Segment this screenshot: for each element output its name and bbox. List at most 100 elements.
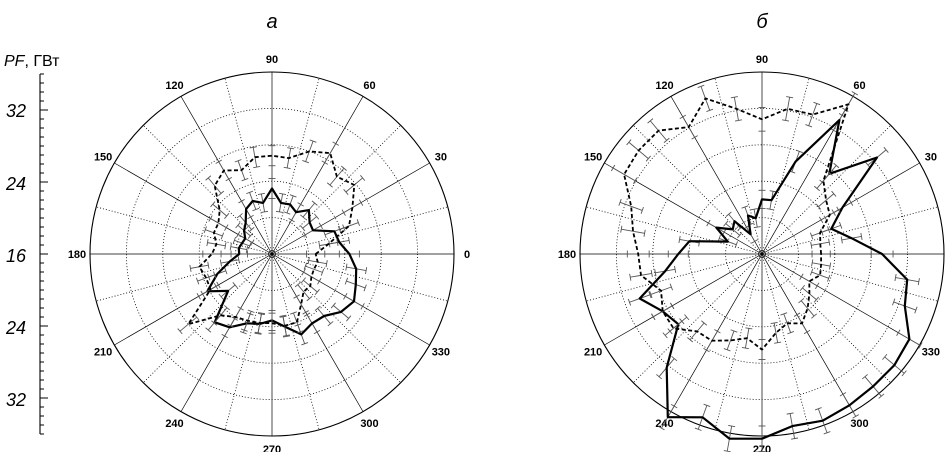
error-bar-cap xyxy=(300,277,306,284)
grid-spoke xyxy=(271,253,320,430)
error-bar-cap xyxy=(240,328,248,332)
error-bar-cap xyxy=(774,341,782,344)
panel-title-a: а xyxy=(266,11,277,33)
svg-text:PF, ГВт: PF, ГВт xyxy=(4,53,60,70)
error-bar-cap xyxy=(839,392,847,397)
error-bar xyxy=(293,312,301,332)
error-bar-cap xyxy=(650,269,653,277)
angle-spoke xyxy=(114,253,273,346)
error-bar xyxy=(212,203,227,217)
error-bar xyxy=(179,316,198,332)
error-bar-cap xyxy=(678,235,681,243)
error-bar-cap xyxy=(336,238,339,246)
error-bar-cap xyxy=(818,216,824,224)
error-bar-cap xyxy=(805,124,813,128)
error-bar-cap xyxy=(356,219,360,227)
error-bar-cap xyxy=(232,282,238,288)
error-bar-cap xyxy=(770,321,778,325)
error-bar-cap xyxy=(302,310,309,315)
error-bar-cap xyxy=(618,198,622,206)
error-bar-cap xyxy=(283,166,291,170)
error-bar-cap xyxy=(249,146,257,149)
error-bar-cap xyxy=(861,374,868,380)
error-bar-cap xyxy=(815,282,820,290)
error-bar-cap xyxy=(365,267,368,275)
error-bar xyxy=(773,322,779,343)
error-bar-cap xyxy=(878,393,885,399)
error-bar-cap xyxy=(706,219,711,227)
error-bar-cap xyxy=(647,118,654,124)
error-bar-cap xyxy=(346,315,352,322)
error-bar-cap xyxy=(321,160,329,165)
error-bar-cap xyxy=(314,213,320,220)
y-tick-label-24-top: 24 xyxy=(5,174,26,194)
error-bar-cap xyxy=(205,327,212,333)
error-bar-cap xyxy=(813,296,819,303)
error-bar-cap xyxy=(860,232,863,240)
error-bar-cap xyxy=(220,232,225,240)
angle-label-150: 150 xyxy=(94,152,112,164)
y-axis-ticks xyxy=(40,73,48,435)
error-bar-cap xyxy=(323,231,327,239)
error-bar-cap xyxy=(213,271,217,279)
angle-label-270: 270 xyxy=(263,444,281,452)
error-bar-cap xyxy=(348,236,351,244)
error-bar-cap xyxy=(207,261,210,269)
error-bar-cap xyxy=(648,291,652,299)
error-bar-cap xyxy=(248,242,252,250)
error-bar-cap xyxy=(654,269,657,277)
polar-plot-a: 0 30 60 90 120 150 180 210 240 270 300 330 xyxy=(68,54,470,452)
error-bar-cap xyxy=(815,203,822,210)
error-bar-cap xyxy=(703,348,710,353)
error-bar-cap xyxy=(247,214,254,220)
error-bar-cap xyxy=(723,348,731,352)
y-tick-label-24-bottom: 24 xyxy=(5,318,26,338)
error-bar-cap xyxy=(261,210,269,213)
error-bar-cap xyxy=(627,298,632,306)
error-bar-cap xyxy=(670,403,678,409)
angle-label-60: 60 xyxy=(363,80,375,92)
error-bar-cap xyxy=(645,155,651,162)
error-bar-cap xyxy=(643,229,646,237)
error-bar-cap xyxy=(823,431,831,435)
angle-label-240: 240 xyxy=(655,418,673,430)
error-bar-cap xyxy=(235,231,241,238)
error-bar-cap xyxy=(227,323,234,328)
error-bar xyxy=(621,228,645,234)
y-tick-label-32-bottom: 32 xyxy=(6,390,26,410)
error-bar-cap xyxy=(307,256,310,265)
error-bar-cap xyxy=(670,302,675,310)
angle-label-300: 300 xyxy=(850,418,868,430)
error-bar-cap xyxy=(314,289,320,295)
error-bar-cap xyxy=(318,242,321,250)
grid-spoke xyxy=(271,253,448,302)
error-bar-cap xyxy=(283,335,291,338)
error-bar-cap xyxy=(914,306,918,314)
error-bar-cap xyxy=(730,329,738,333)
error-bar xyxy=(303,271,320,282)
error-bar-cap xyxy=(275,210,283,213)
error-bar-cap xyxy=(234,159,242,163)
error-bar-cap xyxy=(811,313,818,319)
error-bar-cap xyxy=(687,337,694,343)
error-bar xyxy=(811,271,829,279)
error-bar-cap xyxy=(793,312,801,317)
error-bar-cap xyxy=(833,162,840,169)
error-bar-cap xyxy=(245,246,248,254)
grid-spoke xyxy=(633,253,763,383)
error-bar-cap xyxy=(194,314,200,321)
error-bar-cap xyxy=(723,220,729,227)
grid-spoke xyxy=(761,206,938,255)
error-bar-cap xyxy=(246,190,254,195)
series-dashed xyxy=(177,139,366,337)
error-bar-cap xyxy=(725,211,732,217)
error-bar-cap xyxy=(195,277,200,285)
angle-label-180: 180 xyxy=(558,249,576,261)
angle-label-30: 30 xyxy=(435,152,447,164)
error-bar-cap xyxy=(211,320,218,326)
error-bar-cap xyxy=(830,128,837,133)
error-bar-cap xyxy=(658,426,665,431)
error-bar-cap xyxy=(640,206,644,214)
